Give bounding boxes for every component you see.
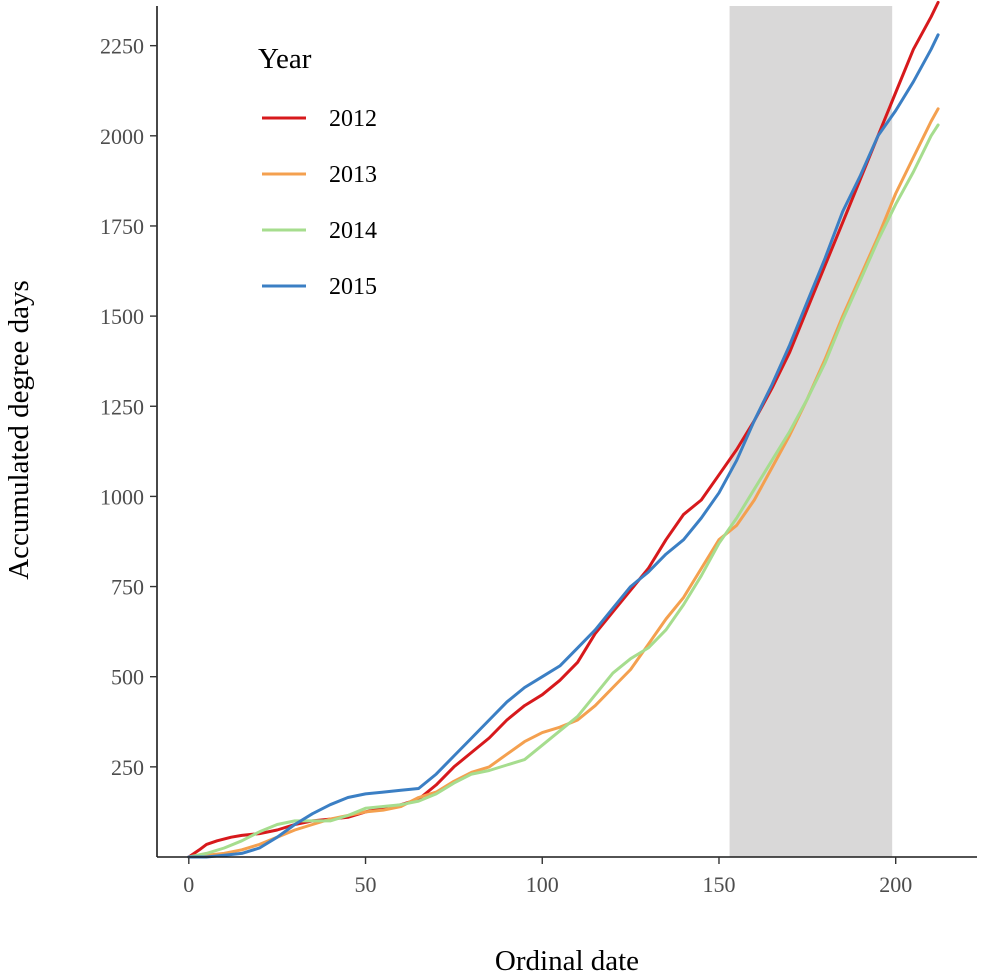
x-tick-label: 200: [879, 872, 912, 897]
axes: [156, 6, 977, 858]
y-tick-label: 1750: [100, 214, 144, 239]
legend-title: Year: [258, 43, 312, 75]
series-line-2014: [187, 123, 940, 859]
series-lines: [187, 0, 940, 859]
y-tick-label: 1250: [100, 394, 144, 419]
y-tick-label: 250: [111, 755, 144, 780]
y-tick-label: 1000: [100, 484, 144, 509]
legend-label-2012: 2012: [329, 106, 377, 132]
y-tick-label: 2250: [100, 34, 144, 59]
x-tick-label: 0: [183, 872, 194, 897]
x-axis-ticks: 0 50 100 150 200: [183, 857, 912, 897]
shaded-region: [729, 6, 893, 857]
shaded-region-layer: [729, 6, 893, 857]
legend: Year 2012 2013 2014 2015: [258, 43, 377, 300]
y-axis-ticks: 250 500 750 1000 1250 1500 1750 2000 2250: [100, 34, 157, 780]
legend-label-2013: 2013: [329, 162, 377, 188]
legend-label-2014: 2014: [329, 218, 377, 244]
x-tick-label: 50: [355, 872, 377, 897]
x-tick-label: 100: [526, 872, 559, 897]
x-axis-title: Ordinal date: [495, 945, 639, 975]
legend-items: 2012 2013 2014 2015: [262, 106, 377, 300]
y-tick-label: 500: [111, 665, 144, 690]
y-axis-title: Accumulated degree days: [3, 280, 35, 580]
x-tick-label: 150: [702, 872, 735, 897]
y-tick-label: 750: [111, 575, 144, 600]
y-tick-label: 1500: [100, 304, 144, 329]
y-tick-label: 2000: [100, 124, 144, 149]
legend-label-2015: 2015: [329, 274, 377, 300]
series-line-2015: [187, 33, 940, 859]
series-line-2012: [187, 0, 940, 859]
